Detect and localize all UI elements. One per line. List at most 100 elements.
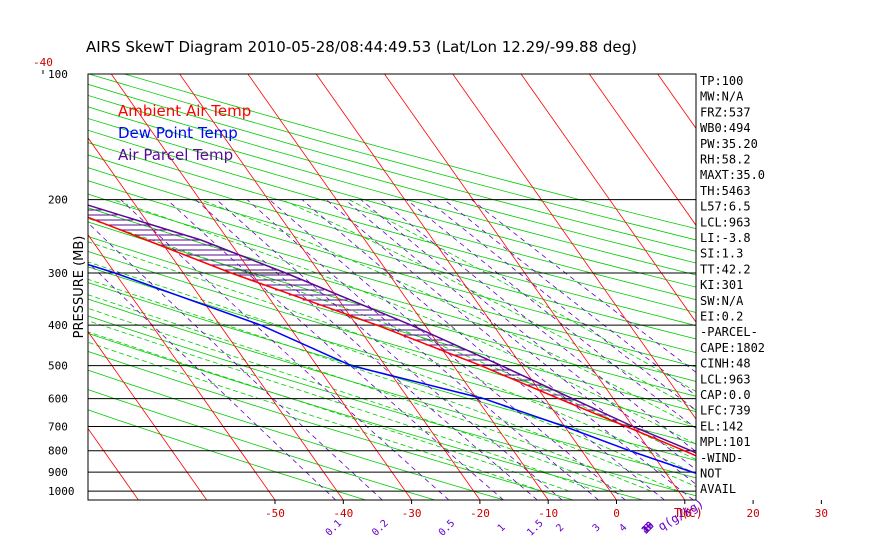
mixing-ratio-line xyxy=(216,199,563,500)
series-line-ambient-air-temp xyxy=(88,216,696,457)
index-entry: KI:301 xyxy=(700,278,743,292)
pressure-tick-label: 600 xyxy=(48,393,68,406)
index-entry: WB0:494 xyxy=(700,121,751,135)
index-entry: AVAIL xyxy=(700,482,736,496)
index-entry: CINH:48 xyxy=(700,357,751,371)
legend-entry: Air Parcel Temp xyxy=(118,146,233,164)
dry-adiabat-line xyxy=(88,129,696,301)
index-entry: PW:35.20 xyxy=(700,137,758,151)
dry-adiabat-line xyxy=(88,298,696,479)
dry-adiabat-line xyxy=(88,250,696,428)
y-axis-label: PRESSURE (MB) xyxy=(72,236,87,339)
pressure-tick-label: 900 xyxy=(48,466,68,479)
pressure-tick-label: 400 xyxy=(48,319,68,332)
mixing-ratio-tick-label: 40 xyxy=(640,520,656,536)
index-entry: CAP:0.0 xyxy=(700,388,751,402)
index-entry: FRZ:537 xyxy=(700,105,751,119)
isotherms xyxy=(0,74,696,500)
dry-adiabat-line xyxy=(88,369,505,500)
mixing-ratio-line xyxy=(88,261,336,500)
index-entry: -PARCEL- xyxy=(700,325,758,339)
dry-adiabat-line xyxy=(88,180,696,354)
temp-unit-label: T(C) xyxy=(674,506,703,520)
top-temp-tick-label: -40 xyxy=(33,56,53,69)
index-entry: CAPE:1802 xyxy=(700,341,765,355)
bottom-temp-tick-label: 20 xyxy=(746,507,759,520)
dry-adiabat-line xyxy=(88,106,696,276)
mixing-ratio-line xyxy=(406,199,696,429)
plot-frame xyxy=(87,73,697,501)
mixing-ratio-tick-label: 0.1 xyxy=(324,518,345,539)
index-entry: -WIND- xyxy=(700,451,743,465)
mixing-ratio-tick-label: 4 xyxy=(618,522,630,534)
dry-adiabat-line xyxy=(88,282,696,461)
dry-adiabat-line xyxy=(88,236,696,413)
isotherm-line xyxy=(384,74,686,500)
pressure-tick-label: 700 xyxy=(48,421,68,434)
isotherm-line xyxy=(88,137,344,500)
bottom-temp-tick-label: -30 xyxy=(402,507,422,520)
isotherm-line xyxy=(179,74,481,500)
moist-adiabat-line xyxy=(112,199,696,445)
isotherm-line xyxy=(657,74,696,130)
isotherm-line xyxy=(110,74,412,500)
index-entry: LFC:739 xyxy=(700,404,751,418)
bottom-temperature-ticks: -50 -40 -30 -20 -10 0 10 20 30 xyxy=(265,500,828,520)
index-entry: TP:100 xyxy=(700,74,743,88)
index-entry: EI:0.2 xyxy=(700,310,743,324)
bottom-temp-tick-label: 10 xyxy=(678,507,691,520)
bottom-temp-tick-label: -10 xyxy=(538,507,558,520)
pressure-tick-label: 500 xyxy=(48,360,68,373)
dry-adiabat-line xyxy=(88,315,696,497)
index-entry: TH:5463 xyxy=(700,184,751,198)
isotherm-line xyxy=(452,74,696,420)
dry-adiabat-line xyxy=(88,118,696,288)
dry-adiabat-line xyxy=(88,221,696,397)
isotherm-line xyxy=(0,74,2,500)
dry-adiabat-line xyxy=(88,207,696,382)
dry-adiabat-line xyxy=(88,142,696,313)
bottom-temp-tick-label: -50 xyxy=(265,507,285,520)
pressure-tick-labels: 100 200 300 400 500 600 700 800 900 1000 xyxy=(48,68,75,498)
mixing-ratio-tick-label: 0.5 xyxy=(437,518,458,539)
isotherm-line xyxy=(589,74,696,226)
isotherm-line xyxy=(0,74,70,500)
moist-adiabat-line xyxy=(88,278,679,492)
isotherm-line xyxy=(247,74,549,500)
mixing-ratio-line xyxy=(246,199,599,500)
mixing-ratio-line xyxy=(344,199,696,485)
dry-adiabat-line xyxy=(88,193,696,368)
moist-adiabat-line xyxy=(281,199,696,411)
mixing-ratio-tick-label: 0.2 xyxy=(370,518,391,539)
mixing-ratio-tick-label: 3 xyxy=(591,522,603,534)
bottom-temp-tick-label: -20 xyxy=(470,507,490,520)
mixing-ratio-tick-label: 2 xyxy=(554,522,566,534)
dry-adiabat-line xyxy=(88,83,696,252)
index-entry: MW:N/A xyxy=(700,90,744,104)
pressure-tick-label: 1000 xyxy=(48,485,75,498)
dry-adiabat-line xyxy=(88,409,366,500)
chart-title: AIRS SkewT Diagram 2010-05-28/08:44:49.5… xyxy=(86,38,637,56)
dry-adiabat-line xyxy=(88,94,696,264)
series-line-dew-point-temp xyxy=(88,263,696,474)
bottom-temp-tick-label: 0 xyxy=(613,507,620,520)
dry-adiabat-line xyxy=(88,389,436,500)
dry-adiabat-line xyxy=(88,154,696,327)
series-line-air-parcel-temp xyxy=(88,204,696,454)
mixing-ratio-line xyxy=(325,199,694,500)
index-entry: SI:1.3 xyxy=(700,247,743,261)
isotherm-line xyxy=(315,74,617,500)
mixing-ratio-line xyxy=(195,199,538,500)
legend-entry: Ambient Air Temp xyxy=(118,102,251,120)
dry-adiabats xyxy=(88,74,696,500)
index-entry: RH:58.2 xyxy=(700,153,751,167)
index-entry: LCL:963 xyxy=(700,372,751,386)
profile-lines xyxy=(88,204,696,474)
index-entry: NOT xyxy=(700,467,722,481)
mixing-ratio-line xyxy=(360,199,696,471)
mixing-ratio-tick-label: 1 xyxy=(496,522,508,534)
mixing-ratio-line xyxy=(120,199,450,500)
isotherm-line xyxy=(520,74,696,323)
